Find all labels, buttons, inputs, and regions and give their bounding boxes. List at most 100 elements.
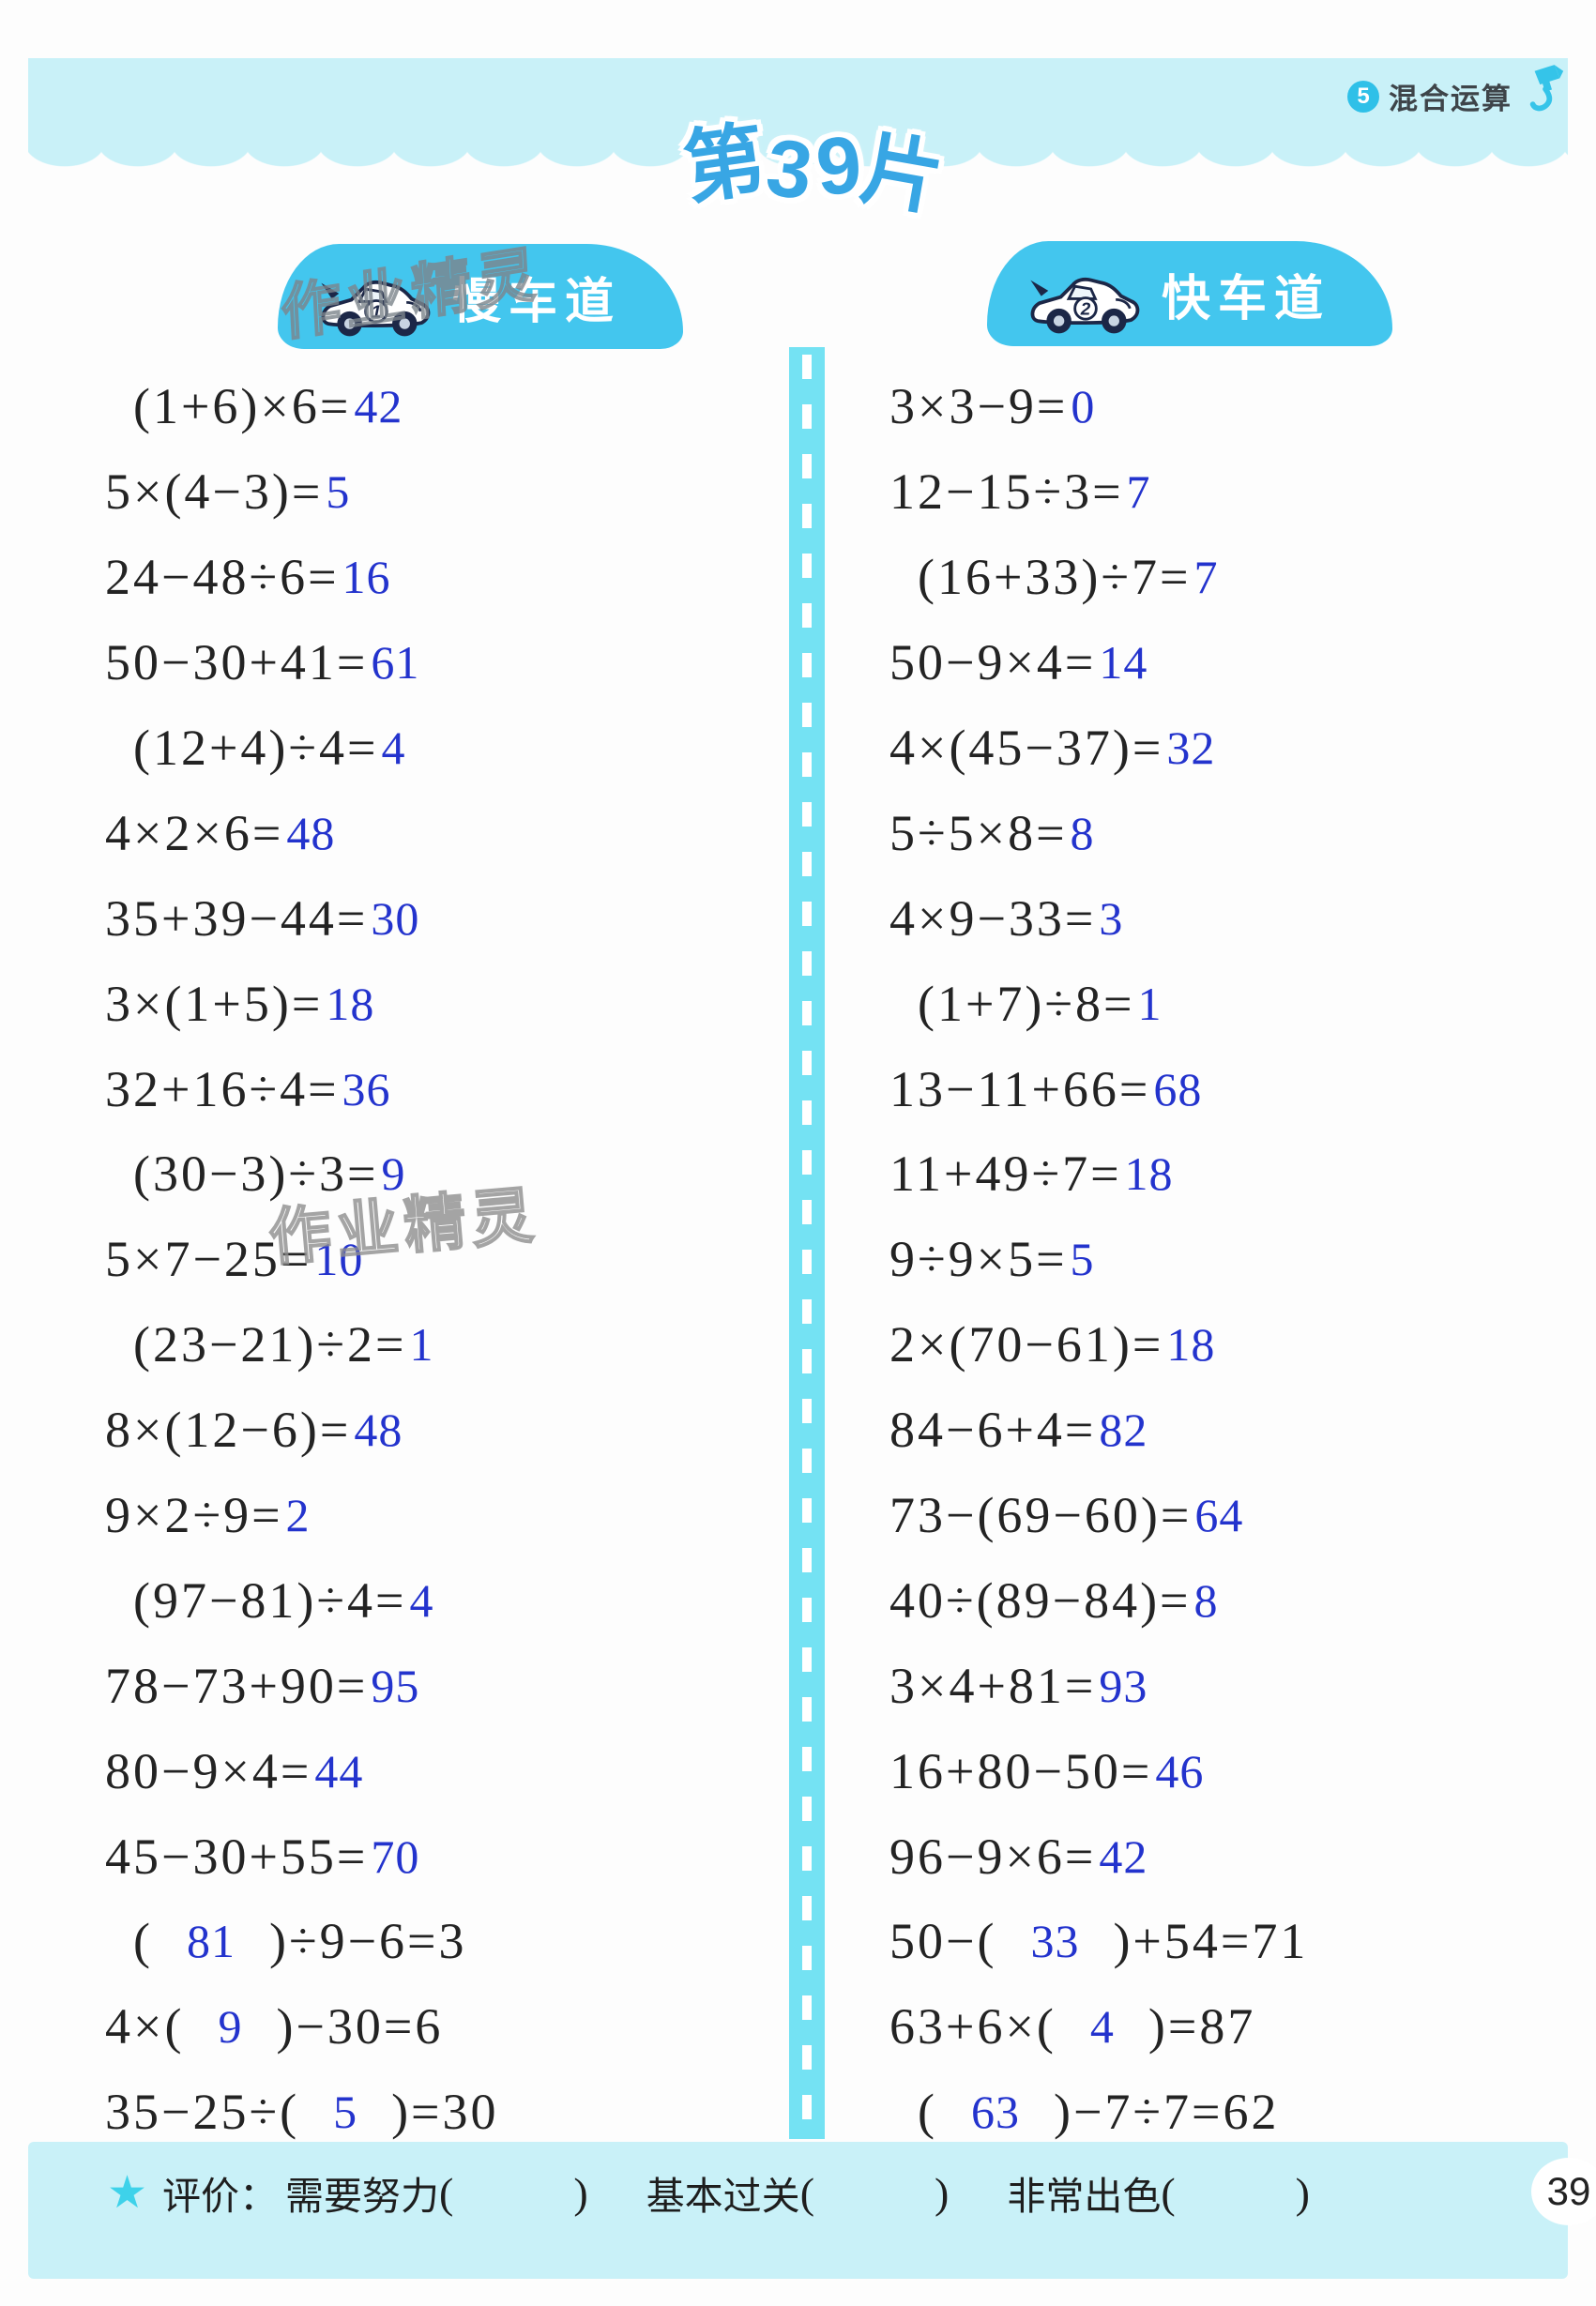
handwritten-answer: 8 [1070,806,1095,859]
handwritten-answer: 5 [326,465,351,519]
equation-row: 50−30+41= 61 [105,620,804,705]
equation-row: (30−3)÷3= 9 [105,1131,804,1217]
expression-text: 11+49÷7= [889,1145,1122,1203]
equation-row: (23−21)÷2= 1 [105,1302,804,1388]
handwritten-answer: 82 [1099,1403,1148,1457]
equation-row: (12+4)÷4= 4 [105,705,804,791]
handwritten-answer: 48 [354,1403,403,1457]
equation-row: 9×2÷9= 2 [105,1473,804,1558]
handwritten-answer: 1 [1137,977,1163,1030]
equation-row: 4×( 9 )−30=6 [105,1984,804,2070]
expression-text: 40÷(89−84)= [889,1571,1192,1629]
equation-row: 50−9×4= 14 [889,620,1588,705]
equation-row: 96−9×6= 42 [889,1813,1588,1899]
equation-row: 78−73+90= 95 [105,1643,804,1728]
expression-text: 2×(70−61)= [889,1316,1164,1373]
equation-row: (1+6)×6= 42 [105,364,804,449]
handwritten-answer: 68 [1153,1062,1203,1115]
evaluation-label: 评价： [162,2175,279,2218]
handwritten-answer: 16 [342,551,391,604]
handwritten-answer: 48 [286,806,336,859]
header-band-wave-edge [28,142,1568,167]
expression-text: 32+16÷4= [105,1060,340,1117]
expression-text: 50−9×4= [889,634,1097,691]
handwritten-answer: 64 [1194,1489,1244,1542]
handwritten-answer: 30 [371,891,420,945]
paren-close: ) [573,2168,588,2217]
equation-row: 35−25÷( 5 )=30 [105,2070,804,2155]
expression-text: 5×(4−3)= [105,463,324,521]
page-title: 第39片 [647,98,985,227]
handwritten-answer: 61 [371,636,420,690]
expression-text: (12+4)÷4= [133,720,379,776]
equation-row: 32+16÷4= 36 [105,1046,804,1131]
expression-text: )=30 [360,2084,499,2141]
race-car-2-icon: 2 [1030,277,1140,334]
expression-text: (30−3)÷3= [133,1145,379,1203]
equation-row: (16+33)÷7= 7 [889,535,1588,620]
handwritten-answer: 3 [1099,891,1124,945]
equation-row: 40÷(89−84)= 8 [889,1557,1588,1643]
fuel-pump-icon [1529,64,1564,111]
expression-text: 35−25÷( [105,2084,331,2141]
expression-text: 3×(1+5)= [105,975,324,1032]
paren-close: ) [1295,2168,1310,2217]
handwritten-answer: 36 [342,1062,391,1115]
paren-open: ( [1161,2168,1176,2217]
expression-text: 4×9−33= [889,889,1097,947]
svg-text:1: 1 [372,302,382,322]
equation-row: (97−81)÷4= 4 [105,1557,804,1643]
title-char: 3 [761,122,821,218]
expression-text: 5÷5×8= [889,804,1068,861]
equation-row: 4×2×6= 48 [105,790,804,875]
handwritten-answer: 46 [1155,1744,1205,1798]
evaluation-row: ★ 评价： 需要努力 ( ) 基本过关 ( ) 非常出色 ( ) [107,2164,1310,2221]
handwritten-answer: 14 [1099,636,1148,690]
equation-row: 3×(1+5)= 18 [105,961,804,1046]
equation-row: 13−11+66= 68 [889,1046,1588,1131]
handwritten-answer: 8 [1193,1573,1219,1627]
handwritten-answer: 33 [1030,1915,1080,1968]
handwritten-answer: 4 [381,721,406,774]
expression-text: 50−( [889,1913,1028,1970]
expression-text: 45−30+55= [105,1828,369,1885]
footer-band: ★ 评价： 需要努力 ( ) 基本过关 ( ) 非常出色 ( ) [28,2142,1568,2279]
star-icon: ★ [107,2166,148,2219]
expression-text: (16+33)÷7= [918,549,1192,606]
equation-row: 8×(12−6)= 48 [105,1388,804,1473]
expression-text: 4×(45−37)= [889,720,1164,776]
expression-text: 9×2÷9= [105,1487,283,1544]
equation-row: 4×(45−37)= 32 [889,705,1588,791]
slow-lane-header: 1 慢车道 [278,244,683,349]
handwritten-answer: 1 [409,1318,434,1372]
evaluation-option-1: 需要努力 ( ) [285,2164,588,2221]
equation-row: (1+7)÷8= 1 [889,961,1588,1046]
expression-text: (97−81)÷4= [133,1571,407,1629]
unit-badge: 5 混合运算 [1347,64,1567,117]
unit-number: 5 [1357,83,1370,109]
equation-row: 4×9−33= 3 [889,875,1588,961]
equation-row: 2×(70−61)= 18 [889,1302,1588,1388]
option-label: 需要努力 [285,2175,440,2218]
evaluation-option-3: 非常出色 ( ) [1007,2164,1310,2221]
handwritten-answer: 4 [409,1573,434,1627]
expression-text: ( [918,2084,968,2141]
handwritten-answer: 42 [1099,1829,1148,1883]
handwritten-answer: 5 [333,2086,358,2139]
fast-lane-title: 快车道 [1162,271,1331,326]
expression-text: 3×3−9= [889,378,1069,435]
equation-row: 5×(4−3)= 5 [105,449,804,535]
expression-text: 63+6×( [889,1998,1087,2056]
expression-text: 13−11+66= [889,1060,1151,1117]
equation-row: 3×3−9= 0 [889,364,1588,449]
equation-row: 11+49÷7= 18 [889,1131,1588,1217]
expression-text: 24−48÷6= [105,549,340,606]
equation-row: ( 81 )÷9−6=3 [105,1899,804,1984]
equation-row: 3×4+81= 93 [889,1643,1588,1728]
handwritten-answer: 4 [1089,2000,1115,2054]
handwritten-answer: 0 [1071,380,1096,433]
unit-number-circle: 5 [1347,80,1379,113]
expression-text: )÷9−6=3 [237,1913,467,1970]
equation-row: 9÷9×5= 5 [889,1217,1588,1302]
expression-text: 8×(12−6)= [105,1402,352,1459]
